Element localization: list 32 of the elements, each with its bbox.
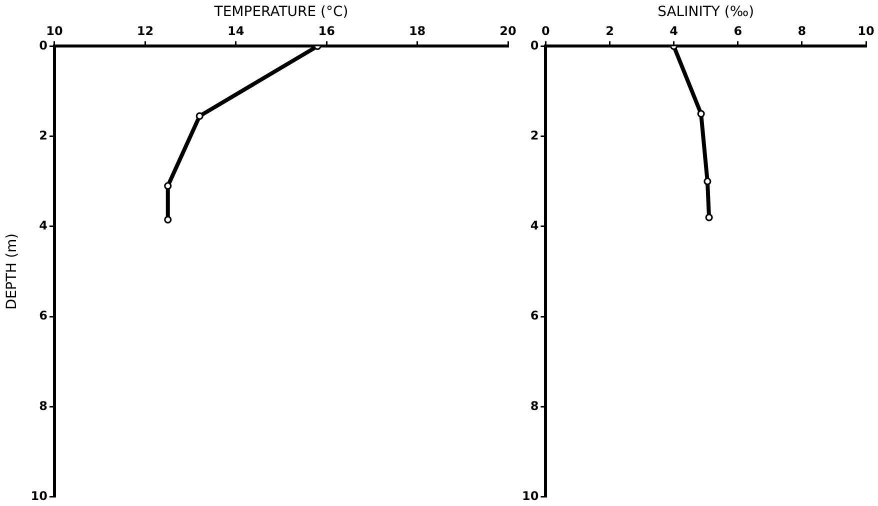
- x-tick-label: 14: [228, 24, 244, 38]
- y-tick-label: 0: [530, 38, 539, 52]
- y-tick-label: 2: [39, 128, 48, 142]
- y-tick-label: 0: [39, 38, 48, 52]
- y-tick-label: 8: [530, 398, 539, 413]
- x-tick-label: 6: [734, 24, 742, 38]
- y-tick-label: 6: [39, 308, 48, 323]
- y-tick-label: 6: [530, 308, 539, 323]
- x-tick-label: 12: [136, 24, 154, 38]
- x-axis-title: SALINITY (‰): [658, 4, 754, 20]
- point: [704, 178, 712, 186]
- point: [196, 112, 204, 120]
- x-tick-label: 8: [798, 24, 806, 38]
- y-tick-label: 10: [30, 488, 48, 503]
- x-tick-label: 4: [670, 24, 678, 38]
- y-tick-label: 4: [39, 218, 48, 233]
- point: [705, 214, 713, 222]
- x-tick-label: 20: [500, 24, 516, 38]
- y-tick-label: 2: [530, 128, 539, 142]
- point: [164, 216, 172, 224]
- y-axis-title: DEPTH (m): [4, 233, 20, 310]
- x-axis-title: TEMPERATURE (°C): [213, 4, 348, 20]
- x-tick-label: 10: [858, 24, 874, 38]
- y-tick-label: 10: [522, 488, 539, 503]
- x-tick-label: 16: [318, 24, 335, 38]
- point: [164, 182, 172, 190]
- y-tick-label: 4: [530, 218, 539, 233]
- x-tick-label: 18: [408, 24, 426, 38]
- x-tick-label: 2: [606, 24, 614, 38]
- y-tick-label: 8: [39, 398, 48, 413]
- point: [697, 110, 705, 118]
- x-tick-label: 0: [542, 24, 550, 38]
